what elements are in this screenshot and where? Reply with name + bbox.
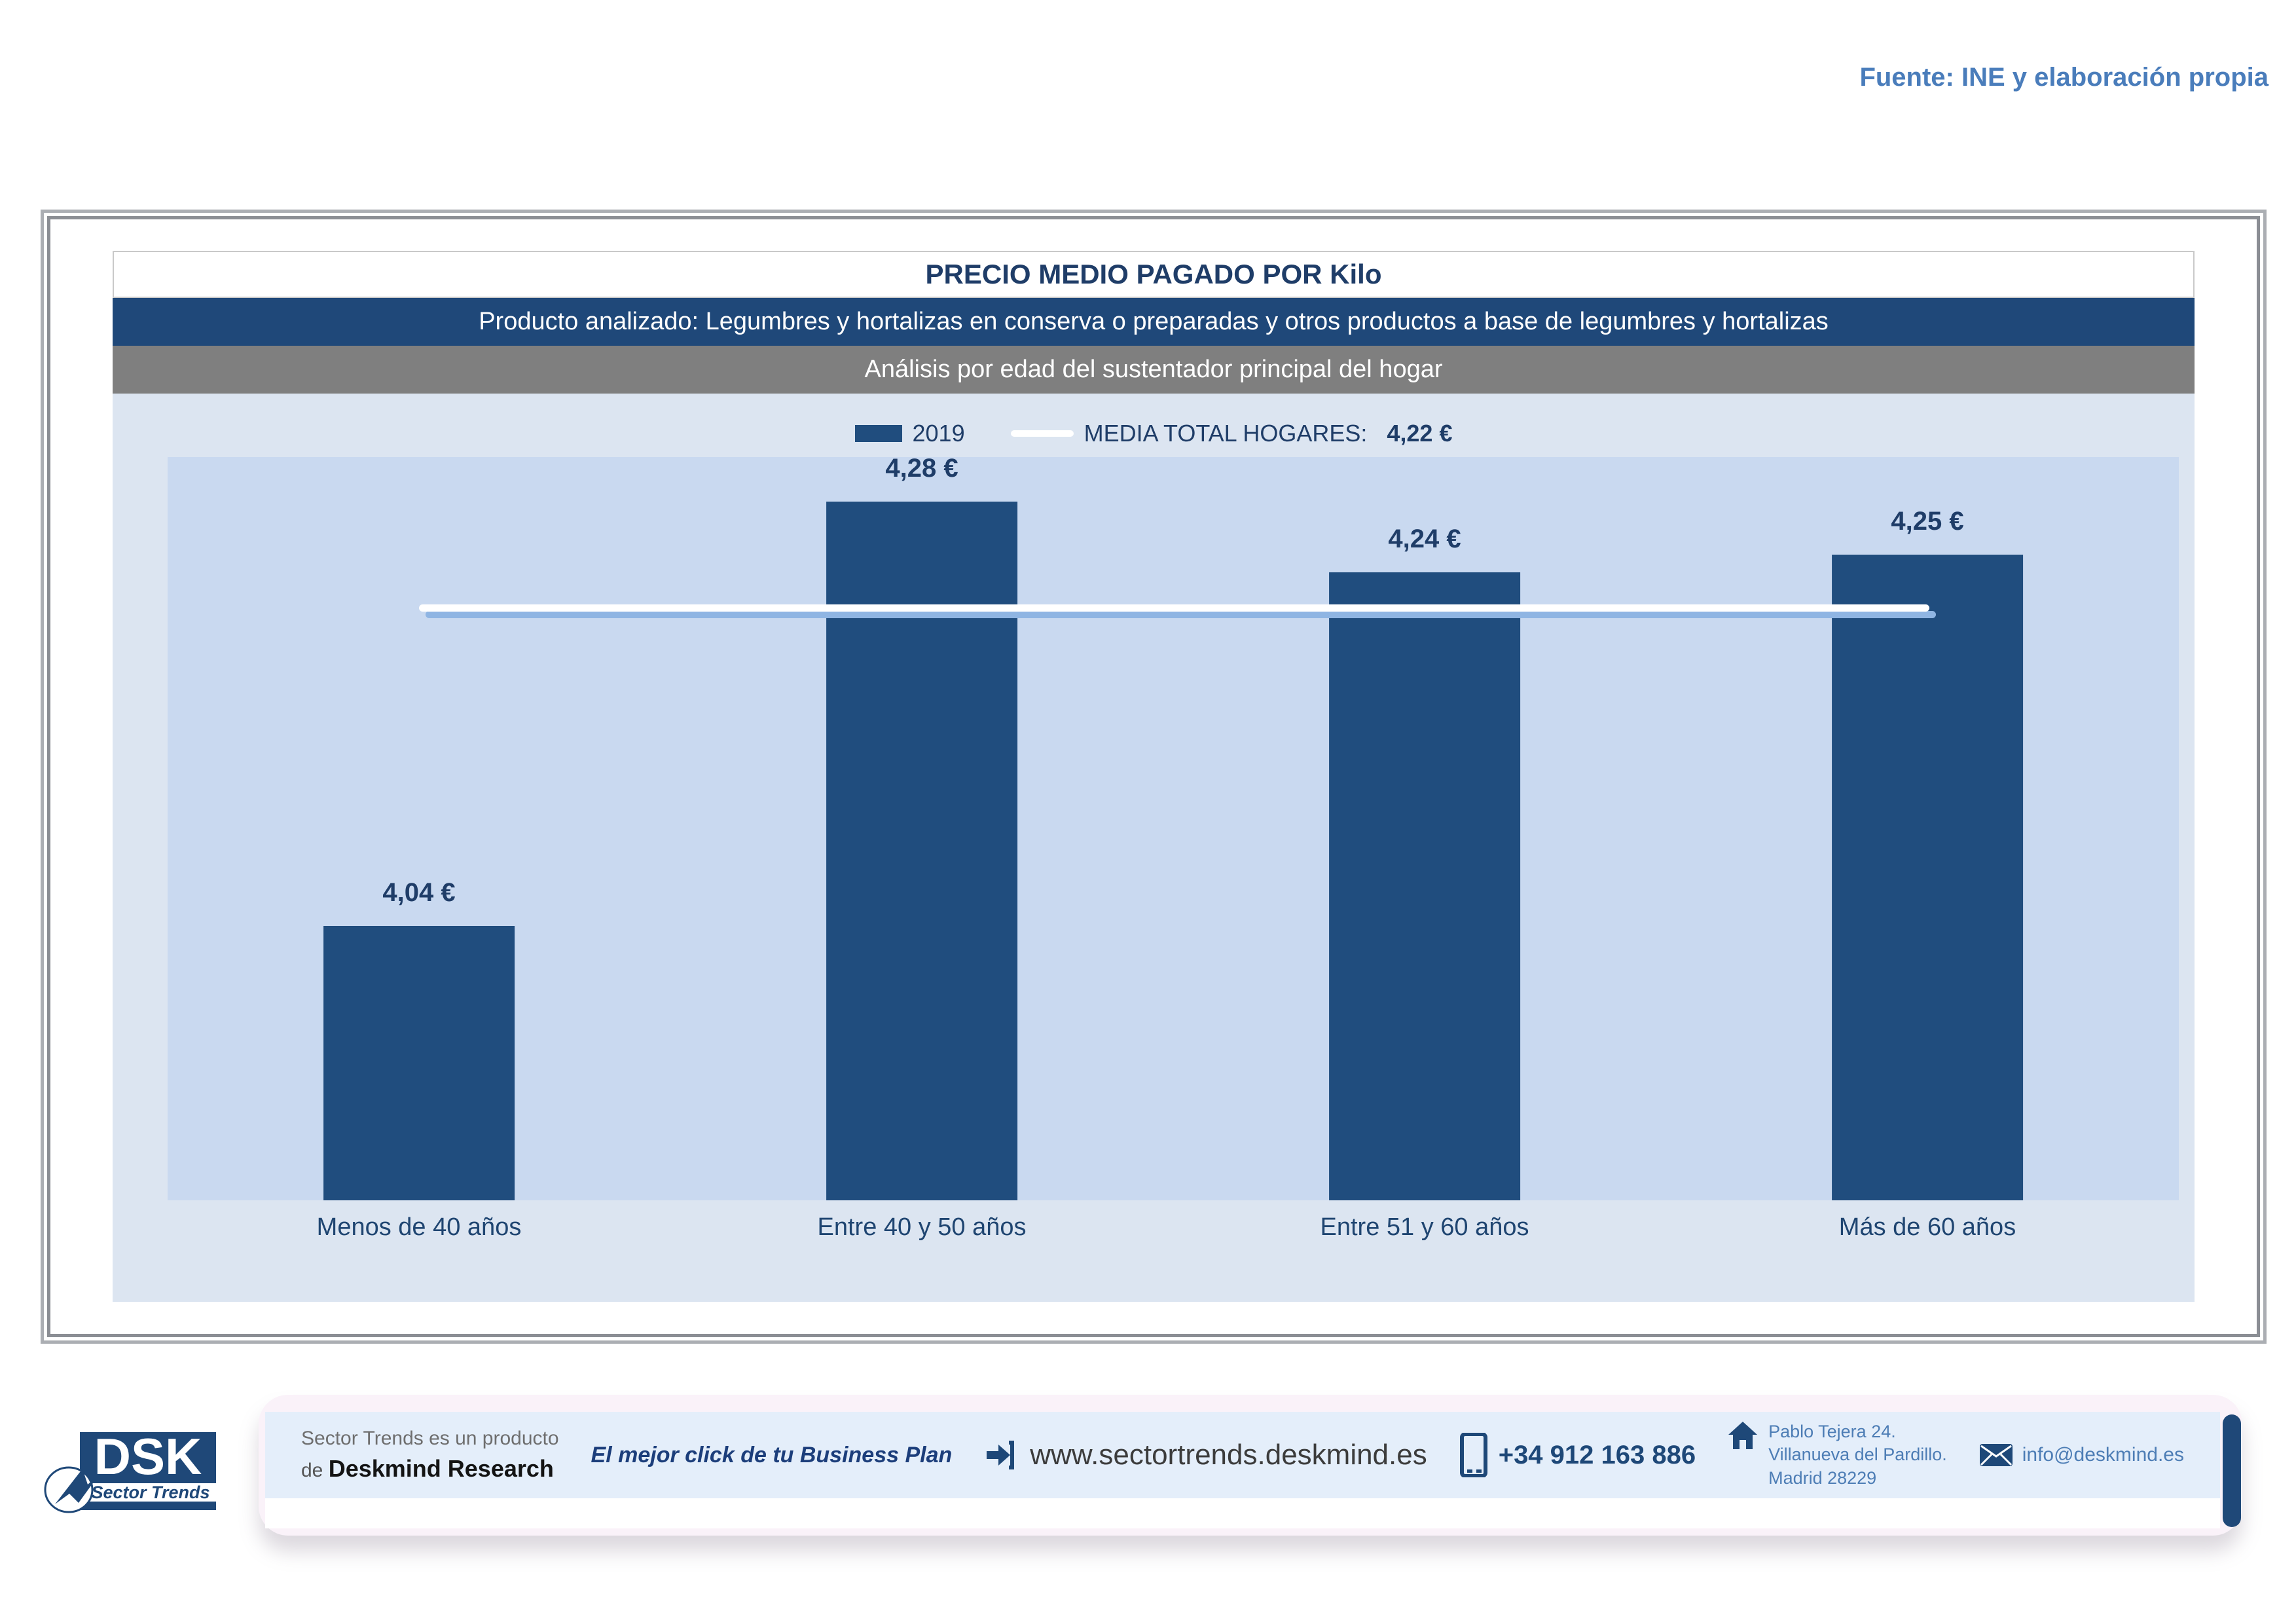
product-banner: Producto analizado: Legumbres y hortaliz…	[113, 298, 2195, 346]
bar-2	[1329, 572, 1520, 1200]
analysis-banner: Análisis por edad del sustentador princi…	[113, 346, 2195, 394]
source-note: Fuente: INE y elaboración propia	[1859, 63, 2269, 92]
footer-phone-number: +34 912 163 886	[1498, 1440, 1696, 1469]
footer-end-accent-bar	[2223, 1414, 2241, 1527]
footer-banner: Sector Trends es un producto de Deskmind…	[259, 1395, 2242, 1536]
chart-canvas: 2019 MEDIA TOTAL HOGARES: 4,22 € 4,04 €4…	[113, 394, 2195, 1302]
footer-product-line2: de Deskmind Research	[301, 1455, 559, 1483]
footer-address-line2: Villanueva del Pardillo.	[1768, 1445, 1947, 1465]
footer-website-text: www.sectortrends.deskmind.es	[1030, 1439, 1427, 1471]
phone-icon	[1459, 1433, 1487, 1477]
bar-value-label-0: 4,04 €	[382, 878, 456, 908]
bar-value-label-2: 4,24 €	[1388, 524, 1461, 553]
legend-swatch-2019	[854, 425, 902, 442]
footer-product-line2-prefix: de	[301, 1460, 329, 1481]
x-axis-label-3: Más de 60 años	[1838, 1213, 2016, 1241]
footer-address: Pablo Tejera 24. Villanueva del Pardillo…	[1728, 1420, 1947, 1489]
legend-item-media: MEDIA TOTAL HOGARES: 4,22 €	[1010, 420, 1453, 447]
x-axis-labels: Menos de 40 años Entre 40 y 50 años Entre …	[168, 1213, 2179, 1253]
bar-1	[826, 501, 1017, 1200]
x-axis-label-1: Entre 40 y 50 años	[817, 1213, 1027, 1241]
footer-slogan: El mejor click de tu Business Plan	[591, 1442, 953, 1467]
x-axis-label-2: Entre 51 y 60 años	[1320, 1213, 1529, 1241]
x-axis-label-0: Menos de 40 años	[316, 1213, 522, 1241]
legend-media-value: 4,22 €	[1387, 420, 1453, 447]
home-icon	[1728, 1422, 1758, 1450]
bar-value-label-1: 4,28 €	[885, 453, 958, 483]
bar-3	[1832, 554, 2023, 1200]
legend-item-2019: 2019	[854, 420, 965, 447]
bar-value-label-3: 4,25 €	[1891, 506, 1964, 536]
dsk-sector-trends-logo: DSK Sector Trends	[44, 1431, 216, 1513]
chart-frame: PRECIO MEDIO PAGADO POR Kilo Producto an…	[41, 210, 2267, 1344]
footer-address-line3: Madrid 28229	[1768, 1467, 1877, 1488]
footer-brand-name: Deskmind Research	[328, 1455, 554, 1482]
footer-strip: Sector Trends es un producto de Deskmind…	[265, 1412, 2220, 1498]
legend-media-label: MEDIA TOTAL HOGARES:	[1084, 420, 1368, 447]
bar-0	[323, 926, 515, 1200]
plot-area: 4,04 € 4,28 € 4,24 € 4,25 €	[168, 453, 2179, 1200]
legend-media-line-sample	[1010, 430, 1074, 437]
footer-website-link[interactable]: www.sectortrends.deskmind.es	[984, 1438, 1427, 1472]
footer-email-link[interactable]: info@deskmind.es	[1979, 1443, 2184, 1467]
legend-label-2019: 2019	[912, 420, 965, 447]
footer-white-band	[265, 1498, 2220, 1528]
footer-phone: +34 912 163 886	[1459, 1433, 1696, 1477]
footer-address-lines: Pablo Tejera 24. Villanueva del Pardillo…	[1768, 1420, 1947, 1489]
media-total-line	[419, 604, 1930, 612]
dsk-logo-tagline: Sector Trends	[91, 1483, 210, 1502]
chart-legend: 2019 MEDIA TOTAL HOGARES: 4,22 €	[113, 420, 2195, 447]
chart-title: PRECIO MEDIO PAGADO POR Kilo	[113, 251, 2195, 298]
footer-email-text: info@deskmind.es	[2022, 1444, 2184, 1466]
chart-frame-inner: PRECIO MEDIO PAGADO POR Kilo Producto an…	[47, 216, 2260, 1337]
right-arrow-icon	[987, 1441, 1015, 1469]
footer-product-credit: Sector Trends es un producto de Deskmind…	[301, 1428, 559, 1483]
envelope-icon	[1979, 1444, 2013, 1466]
footer-address-line1: Pablo Tejera 24.	[1768, 1422, 1896, 1442]
dsk-logo-abbr: DSK	[94, 1431, 202, 1485]
dsk-logo-arrow-icon	[55, 1469, 100, 1504]
footer-product-line1: Sector Trends es un producto	[301, 1428, 559, 1449]
